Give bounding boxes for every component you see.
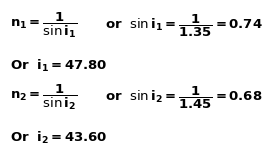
Text: $\mathbf{n_2 = \dfrac{1}{\sin i_2}}$: $\mathbf{n_2 = \dfrac{1}{\sin i_2}}$ [10,83,78,112]
Text: $\mathbf{Or\ \ i_1 = 47.80}$: $\mathbf{Or\ \ i_1 = 47.80}$ [10,58,108,74]
Text: $\mathbf{n_1 = \dfrac{1}{\sin i_1}}$: $\mathbf{n_1 = \dfrac{1}{\sin i_1}}$ [10,11,78,40]
Text: $\mathbf{Or\ \ i_2 = 43.60}$: $\mathbf{Or\ \ i_2 = 43.60}$ [10,130,108,146]
Text: $\mathbf{or\ \ \sin i_1 = \dfrac{1}{1.35} = 0.741}$: $\mathbf{or\ \ \sin i_1 = \dfrac{1}{1.35… [105,12,262,39]
Text: $\mathbf{or\ \ \sin i_2 = \dfrac{1}{1.45} = 0.6896}$: $\mathbf{or\ \ \sin i_2 = \dfrac{1}{1.45… [105,84,262,111]
